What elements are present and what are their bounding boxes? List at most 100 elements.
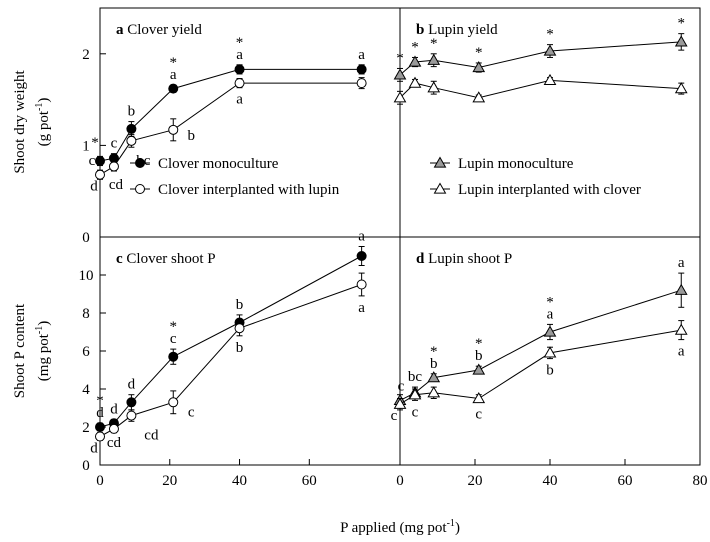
data-point bbox=[543, 346, 557, 358]
y-axis-title-top-line1: Shoot dry weight bbox=[12, 70, 28, 174]
significance-star: * bbox=[546, 27, 554, 43]
data-point bbox=[168, 397, 179, 408]
series-line bbox=[399, 79, 682, 99]
significance-star: * bbox=[430, 36, 438, 52]
significance-letter: b bbox=[430, 356, 438, 372]
significance-letter: b bbox=[236, 340, 244, 356]
significance-letter: a bbox=[678, 255, 685, 271]
data-point bbox=[472, 363, 486, 375]
x-axis-title: P applied (mg pot-1) bbox=[340, 518, 460, 536]
data-point bbox=[433, 156, 447, 168]
significance-star: * bbox=[430, 344, 438, 360]
x-tick-label-left: 0 bbox=[96, 473, 104, 489]
data-point bbox=[674, 82, 688, 94]
significance-letter: c bbox=[170, 331, 177, 347]
data-point bbox=[356, 64, 367, 75]
legend-label: Lupin interplanted with clover bbox=[458, 182, 641, 198]
data-point bbox=[472, 391, 486, 404]
significance-star: * bbox=[411, 39, 419, 55]
significance-letter: b bbox=[236, 297, 244, 313]
panel-title: d Lupin shoot P bbox=[416, 251, 512, 267]
data-point bbox=[95, 155, 105, 166]
y-tick-label-top: 0 bbox=[82, 230, 90, 246]
data-point bbox=[427, 386, 441, 398]
legend-entry: Clover monoculture bbox=[130, 156, 279, 172]
data-point bbox=[543, 325, 557, 337]
data-point bbox=[168, 124, 179, 135]
significance-letter: cd bbox=[144, 427, 159, 443]
data-point bbox=[472, 61, 486, 73]
data-point bbox=[108, 423, 119, 434]
significance-star: * bbox=[475, 45, 483, 61]
significance-letter: a bbox=[358, 300, 365, 316]
legend-label: Clover interplanted with lupin bbox=[158, 182, 340, 198]
significance-letter: d bbox=[128, 377, 136, 393]
data-point bbox=[126, 410, 137, 421]
data-point bbox=[168, 83, 179, 94]
data-point bbox=[126, 135, 137, 146]
x-tick-label-right: 40 bbox=[543, 473, 558, 489]
data-point bbox=[108, 161, 119, 172]
significance-letter: c bbox=[188, 404, 195, 420]
series-line bbox=[399, 329, 682, 405]
x-tick-label-left: 40 bbox=[232, 473, 247, 489]
data-point bbox=[126, 123, 137, 134]
data-point bbox=[543, 44, 557, 56]
data-point bbox=[135, 184, 145, 194]
y-tick-label-top: 1 bbox=[82, 138, 90, 154]
series-interplanted: c c cba bbox=[391, 320, 688, 424]
data-point bbox=[433, 182, 447, 194]
series-line bbox=[399, 41, 682, 76]
significance-star: * bbox=[546, 294, 554, 310]
significance-letter: c bbox=[475, 406, 482, 422]
data-point bbox=[543, 73, 557, 85]
data-point bbox=[356, 251, 367, 261]
data-point bbox=[95, 169, 105, 180]
panels-layer: a Clover yield Clover monoculture Clover i… bbox=[89, 16, 688, 457]
significance-letter: bc bbox=[408, 369, 423, 385]
significance-letter: bc bbox=[136, 153, 151, 169]
series-interplanted bbox=[393, 73, 688, 105]
y-tick-label-bottom: 0 bbox=[82, 458, 90, 474]
significance-letter: c bbox=[89, 153, 96, 169]
significance-letter: a bbox=[170, 67, 177, 83]
significance-star: * bbox=[170, 55, 178, 71]
x-tick-label-left: 20 bbox=[162, 473, 177, 489]
data-point bbox=[427, 81, 441, 93]
y-tick-label-bottom: 10 bbox=[79, 268, 94, 284]
data-point bbox=[234, 78, 245, 89]
significance-letter: d bbox=[90, 179, 98, 195]
significance-letter: c bbox=[412, 404, 419, 420]
panel-a: a Clover yield Clover monoculture Clover i… bbox=[89, 22, 367, 198]
data-point bbox=[408, 76, 422, 88]
significance-letter: a bbox=[358, 229, 365, 245]
data-point bbox=[674, 283, 688, 295]
legend-entry: Lupin monoculture bbox=[430, 156, 574, 172]
data-point bbox=[234, 64, 245, 75]
series-line bbox=[99, 255, 362, 428]
panel-title: c Clover shoot P bbox=[116, 251, 216, 267]
series-monoculture: c* cba*a*a bbox=[89, 35, 367, 169]
data-point bbox=[408, 55, 422, 67]
data-point bbox=[95, 431, 105, 442]
data-point bbox=[356, 78, 367, 89]
significance-letter: cd bbox=[109, 177, 124, 193]
x-tick-label-right: 80 bbox=[693, 473, 708, 489]
data-point bbox=[126, 397, 137, 408]
significance-letter: a bbox=[236, 92, 243, 108]
data-point bbox=[95, 422, 105, 432]
data-point bbox=[168, 351, 179, 362]
x-tick-label-right: 20 bbox=[468, 473, 483, 489]
significance-letter: a bbox=[678, 344, 685, 360]
y-tick-label-bottom: 6 bbox=[82, 344, 90, 360]
data-point bbox=[393, 91, 407, 103]
significance-letter: c bbox=[398, 379, 405, 395]
data-point bbox=[427, 53, 441, 65]
significance-letter: d bbox=[96, 405, 104, 421]
data-point bbox=[356, 279, 367, 290]
panel-title: a Clover yield bbox=[116, 22, 202, 38]
